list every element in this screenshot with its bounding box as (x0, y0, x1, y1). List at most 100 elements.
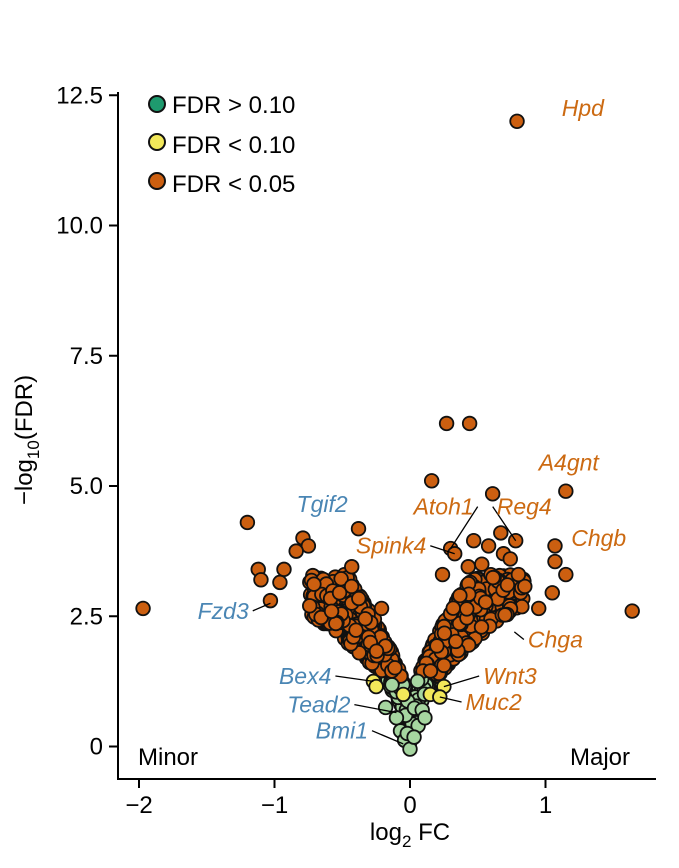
gene-point-fdr-lt-005 (239, 514, 256, 531)
gene-label-leader (430, 545, 455, 555)
gene-point-fdr-gt-010 (406, 729, 422, 745)
gene-point-fdr-lt-005 (445, 600, 461, 616)
gene-point-fdr-lt-005 (447, 546, 463, 562)
legend-label-fdr-lt-010: FDR < 0.10 (172, 132, 295, 159)
gene-point-fdr-lt-005 (558, 566, 574, 583)
gene-point-fdr-lt-010 (368, 678, 384, 695)
gene-point-fdr-lt-005 (357, 611, 373, 627)
gene-point-fdr-lt-005 (272, 574, 288, 591)
gene-label-atoh1: Atoh1 (412, 494, 474, 520)
gene-point-fdr-lt-005 (485, 569, 501, 586)
gene-point-fdr-gt-010 (388, 710, 405, 726)
gene-label-leader (450, 506, 479, 549)
legend: FDR > 0.10 FDR < 0.10 FDR < 0.05 (148, 92, 295, 198)
gene-point-fdr-lt-005 (477, 594, 494, 610)
gene-label-chgb: Chgb (571, 525, 626, 551)
gene-point-fdr-lt-005 (474, 556, 490, 572)
label-leaders-layer (252, 506, 525, 745)
gene-point-fdr-lt-005 (510, 566, 527, 583)
y-tick-label: 0 (90, 734, 103, 761)
gene-point-fdr-lt-005 (288, 543, 304, 559)
gene-point-fdr-lt-005 (351, 590, 367, 607)
x-ticks: −2 −1 0 1 (125, 779, 552, 819)
y-tick-label: 7.5 (70, 343, 103, 370)
gene-point-fdr-lt-005 (436, 625, 453, 641)
gene-label-tead2: Tead2 (287, 692, 350, 718)
gene-label-a4gnt: A4gnt (537, 449, 601, 475)
gene-label-leader (492, 506, 517, 542)
gene-point-fdr-lt-005 (624, 603, 640, 619)
gene-point-fdr-lt-005 (497, 607, 513, 623)
legend-label-fdr-lt-005: FDR < 0.05 (172, 171, 295, 198)
gene-point-fdr-lt-005 (135, 600, 151, 617)
gene-point-fdr-lt-005 (465, 533, 482, 549)
gene-label-leader (371, 730, 404, 745)
x-axis-title: log2 FC (370, 819, 450, 851)
legend-item-fdr-lt-010: FDR < 0.10 (148, 132, 295, 159)
gene-point-fdr-gt-010 (417, 710, 433, 726)
axes: −2 −1 0 1 0 2.5 5.0 7.5 10.0 12.5 (56, 82, 656, 819)
gene-point-fdr-lt-005 (480, 538, 497, 554)
gene-point-fdr-lt-005 (302, 598, 318, 614)
gene-point-fdr-lt-005 (344, 559, 360, 575)
gene-point-fdr-lt-005 (531, 600, 547, 617)
background-points-layer (302, 567, 533, 750)
gene-point-fdr-lt-005 (253, 572, 269, 588)
legend-label-fdr-gt-010: FDR > 0.10 (172, 92, 295, 119)
gene-point-fdr-lt-005 (547, 553, 563, 570)
gene-point-fdr-lt-005 (473, 619, 490, 635)
gene-point-fdr-lt-005 (448, 633, 464, 650)
gene-point-fdr-gt-010 (377, 699, 394, 716)
gene-point-fdr-lt-005 (493, 525, 509, 541)
gene-label-tgif2: Tgif2 (297, 491, 348, 517)
gene-label-hpd: Hpd (562, 95, 605, 121)
gene-point-fdr-lt-005 (350, 521, 367, 537)
gene-point-fdr-lt-005 (422, 663, 439, 679)
gene-point-fdr-lt-005 (460, 559, 476, 575)
gene-point-fdr-lt-005 (499, 577, 516, 593)
x-tick-label: −2 (125, 792, 152, 819)
minor-label: Minor (138, 744, 198, 771)
gene-point-fdr-lt-005 (459, 601, 475, 617)
gene-label-fzd3: Fzd3 (198, 598, 249, 624)
gene-point-fdr-lt-005 (436, 657, 452, 674)
legend-swatch-fdr-lt-005 (148, 172, 166, 190)
gene-label-wnt3: Wnt3 (483, 663, 537, 689)
gene-point-fdr-lt-005 (387, 660, 403, 676)
gene-point-fdr-gt-010 (409, 673, 426, 690)
x-axis-title-subscript: 2 (402, 832, 411, 851)
gene-label-reg4: Reg4 (497, 494, 552, 520)
gene-point-fdr-lt-005 (502, 551, 518, 567)
gene-label-bmi1: Bmi1 (316, 718, 368, 744)
gene-label-spink4: Spink4 (356, 533, 426, 559)
gene-point-fdr-gt-010 (384, 677, 400, 693)
gene-label-chga: Chga (528, 627, 583, 653)
gene-point-fdr-lt-005 (544, 585, 560, 601)
x-tick-label: −1 (261, 792, 288, 819)
gene-point-fdr-lt-005 (558, 483, 574, 499)
gene-point-fdr-lt-005 (348, 622, 364, 638)
gene-point-fdr-lt-005 (331, 585, 348, 601)
gene-point-fdr-lt-005 (509, 113, 525, 130)
y-tick-label: 12.5 (56, 82, 103, 109)
legend-item-fdr-lt-005: FDR < 0.05 (148, 171, 295, 198)
y-axis-title: −log10(FDR) (11, 375, 43, 505)
gene-point-fdr-lt-005 (306, 576, 322, 592)
legend-swatch-fdr-lt-010 (148, 133, 166, 151)
gene-point-fdr-lt-005 (547, 538, 563, 554)
gene-label-leader (354, 703, 397, 714)
legend-item-fdr-gt-010: FDR > 0.10 (148, 92, 295, 119)
gene-point-fdr-lt-005 (323, 603, 340, 620)
gene-point-fdr-lt-005 (429, 638, 445, 654)
y-axis-title-subscript: 10 (24, 440, 43, 459)
gene-point-fdr-lt-005 (276, 561, 292, 578)
gene-point-fdr-lt-005 (484, 486, 501, 502)
major-label: Major (570, 744, 630, 771)
gene-point-fdr-lt-005 (373, 600, 390, 617)
legend-swatch-fdr-gt-010 (148, 95, 166, 113)
y-tick-label: 10.0 (56, 213, 103, 240)
gene-point-fdr-lt-010 (395, 686, 411, 703)
gene-point-fdr-lt-005 (452, 587, 468, 604)
